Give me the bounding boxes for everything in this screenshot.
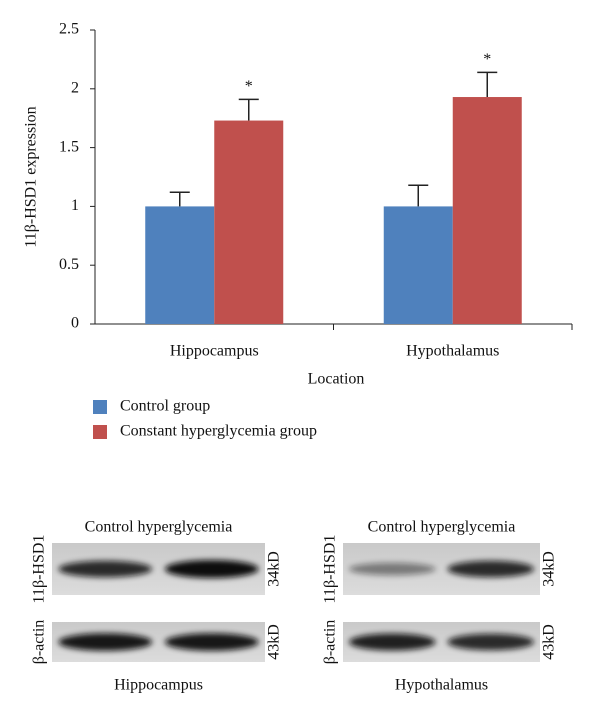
blot-band (447, 633, 535, 651)
x-tick-label: Hypothalamus (406, 343, 499, 360)
significance-mark: * (483, 51, 491, 68)
bar (383, 206, 453, 324)
legend-swatch (93, 400, 107, 414)
y-tick-label: 0.5 (59, 256, 79, 273)
blot-band (164, 633, 259, 651)
blot-header: Control hyperglycemia (368, 519, 516, 536)
error-bar (169, 191, 190, 207)
bar (214, 120, 284, 324)
error-bar (477, 71, 498, 98)
blot-band (164, 560, 259, 578)
bar (452, 97, 522, 324)
y-axis-title: 11β-HSD1 expression (23, 106, 40, 247)
blot-row-label: β-actin (31, 620, 48, 665)
blot-band (58, 560, 153, 578)
blot-caption: Hippocampus (114, 677, 203, 694)
bar (145, 206, 215, 324)
blot-row-label: β-actin (322, 620, 339, 665)
blot-band (348, 633, 436, 651)
legend-label: Control group (120, 398, 210, 415)
y-tick-label: 1.5 (59, 138, 79, 155)
y-tick-label: 1 (71, 197, 79, 214)
significance-mark: * (245, 78, 253, 95)
blot-size-label: 43kD (266, 624, 283, 660)
blot-band (447, 560, 535, 578)
y-tick-label: 2.5 (59, 21, 79, 38)
blot-header: Control hyperglycemia (85, 519, 233, 536)
blot-band (58, 633, 153, 651)
error-bar (408, 184, 429, 207)
blot-size-label: 43kD (541, 624, 558, 660)
x-axis-title: Location (308, 371, 365, 388)
legend-swatch (93, 425, 107, 439)
blot-row-label: 11β-HSD1 (31, 535, 48, 604)
y-tick-label: 0 (71, 315, 79, 332)
x-tick-label: Hippocampus (170, 343, 259, 360)
legend-label: Constant hyperglycemia group (120, 423, 317, 440)
blot-band (348, 562, 436, 576)
blot-size-label: 34kD (266, 551, 283, 587)
blot-caption: Hypothalamus (395, 677, 488, 694)
y-tick-label: 2 (71, 79, 79, 96)
error-bar (238, 98, 259, 121)
blot-row-label: 11β-HSD1 (322, 535, 339, 604)
blot-size-label: 34kD (541, 551, 558, 587)
